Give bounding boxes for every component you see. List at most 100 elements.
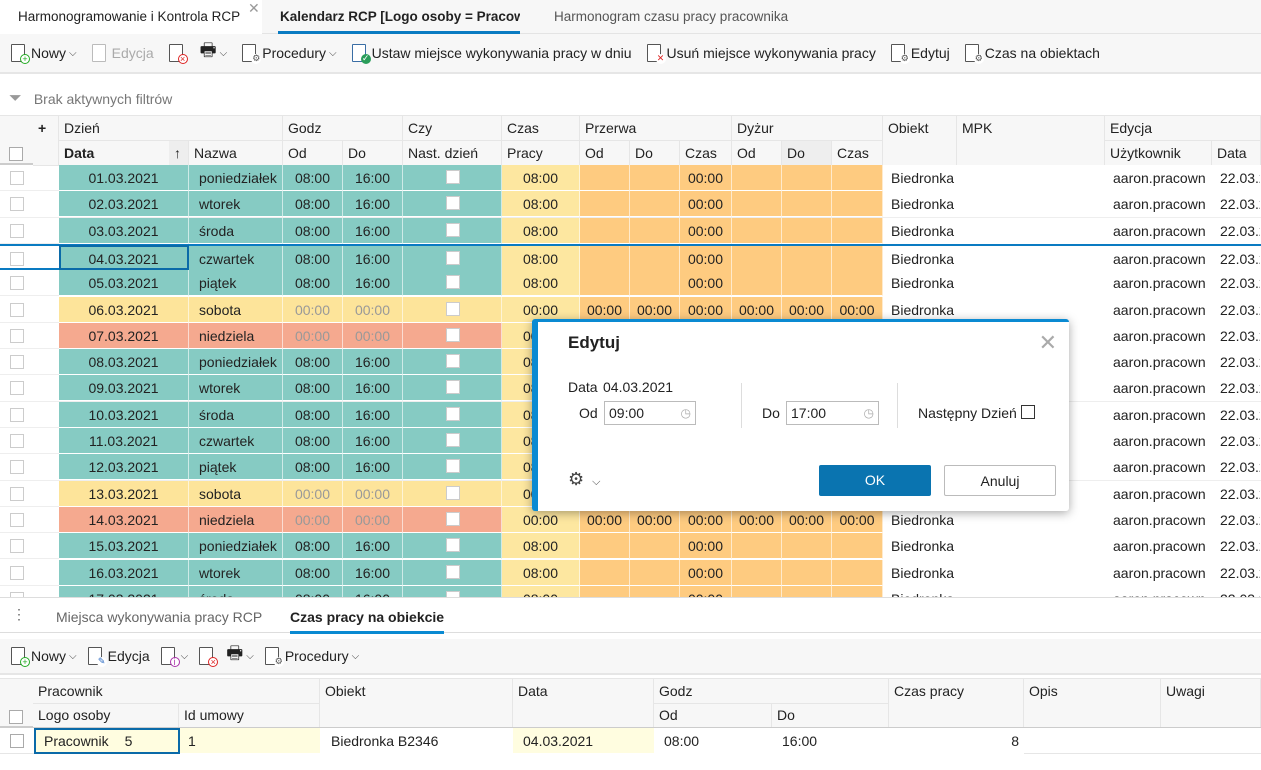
cell-od[interactable]: 00:00 <box>283 296 343 323</box>
cell-uzytkownik[interactable]: aaron.pracown <box>1105 245 1212 272</box>
cell-do[interactable]: 16:00 <box>343 349 403 376</box>
cell-nazwa[interactable]: środa <box>189 217 283 244</box>
next-day-checkbox[interactable] <box>446 170 460 184</box>
cell-uzytkownik[interactable]: aaron.pracown <box>1105 401 1212 428</box>
cell-mpk[interactable] <box>957 506 1105 533</box>
cell-od[interactable]: 08:00 <box>283 375 343 402</box>
cell-obiekt[interactable]: Biedronka <box>883 585 957 597</box>
cell-od[interactable]: 08:00 <box>283 454 343 481</box>
cell-od[interactable]: 00:00 <box>283 480 343 507</box>
tab-czas-pracy-na-obiekcie[interactable]: Czas pracy na obiekcie <box>290 609 445 634</box>
cell-czas-pracy[interactable]: 08:00 <box>502 270 580 297</box>
cell-od[interactable]: 08:00 <box>654 728 772 754</box>
cell-edycja-data[interactable]: 22.03.2 <box>1212 165 1261 191</box>
cell-nazwa[interactable]: czwartek <box>189 245 283 272</box>
cell-data[interactable]: 14.03.2021 <box>59 506 189 533</box>
cell-dyzur-do[interactable]: 00:00 <box>782 506 832 533</box>
table-row[interactable]: 14.03.2021 niedziela 00:00 00:00 00:00 00:00 0… <box>0 506 1261 534</box>
cell-edycja-data[interactable]: 22.03.2 <box>1212 270 1261 297</box>
cell-czas-pracy[interactable]: 08:00 <box>502 245 580 272</box>
cell-nast-dzien[interactable] <box>403 375 502 402</box>
cell-nazwa[interactable]: środa <box>189 401 283 428</box>
cell-data[interactable]: 08.03.2021 <box>59 349 189 376</box>
tab-kalendarz-rcp[interactable]: Kalendarz RCP [Logo osoby = Pracownik <box>278 0 520 34</box>
cell-przerwa-od[interactable] <box>580 165 630 191</box>
header-pracy[interactable]: Pracy <box>502 141 580 166</box>
cell-czas-pracy[interactable]: 08:00 <box>502 165 580 191</box>
cell-dyzur-od[interactable] <box>732 270 782 297</box>
cell-data[interactable]: 13.03.2021 <box>59 480 189 507</box>
cell-nast-dzien[interactable] <box>403 428 502 454</box>
cell-uzytkownik[interactable]: aaron.pracown <box>1105 191 1212 218</box>
cell-od[interactable]: 08:00 <box>283 217 343 244</box>
cell-nast-dzien[interactable] <box>403 165 502 191</box>
new-button[interactable]: + Nowy ⌵ <box>10 43 77 64</box>
next-day-checkbox[interactable] <box>446 538 460 553</box>
cell-nazwa[interactable]: poniedziałek <box>189 349 283 376</box>
cell-od[interactable]: 08:00 <box>283 349 343 376</box>
row-checkbox[interactable] <box>10 302 24 317</box>
cell-obiekt[interactable]: Biedronka <box>883 191 957 218</box>
remove-place-button[interactable]: ✕ Usuń miejsce wykonywania pracy <box>646 43 876 64</box>
cell-do[interactable]: 00:00 <box>343 322 403 349</box>
cell-dyzur-od[interactable] <box>732 245 782 272</box>
row-checkbox[interactable] <box>10 460 24 475</box>
cell-nazwa[interactable]: wtorek <box>189 375 283 402</box>
cell-data[interactable]: 09.03.2021 <box>59 375 189 402</box>
sort-ascending-icon[interactable]: ↑ <box>169 141 189 166</box>
add-column-button[interactable]: + <box>33 116 59 166</box>
cell-dyzur-do[interactable]: 00:00 <box>782 296 832 323</box>
cell-edycja-data[interactable]: 22.03.2 <box>1212 296 1261 323</box>
set-place-button[interactable]: ✓ Ustaw miejsce wykonywania pracy w dniu <box>351 43 632 64</box>
cell-przerwa-od[interactable] <box>580 191 630 218</box>
cell-nast-dzien[interactable] <box>403 506 502 533</box>
cell-przerwa-czas[interactable]: 00:00 <box>680 165 732 191</box>
cell-dyzur-czas[interactable] <box>832 191 883 218</box>
tab-harmonogram[interactable]: Harmonogram czasu pracy pracownika <box>554 0 794 34</box>
header-czas-pracy[interactable]: Czas pracy <box>889 679 1024 727</box>
cell-data[interactable]: 16.03.2021 <box>59 559 189 586</box>
cell-dyzur-od[interactable]: 00:00 <box>732 296 782 323</box>
row-checkbox[interactable] <box>10 486 24 501</box>
cell-do[interactable]: 16:00 <box>343 533 403 560</box>
cell-obiekt[interactable]: Biedronka <box>883 270 957 297</box>
cell-przerwa-do[interactable] <box>630 165 680 191</box>
cell-obiekt[interactable]: Biedronka <box>883 217 957 244</box>
cell-edycja-data[interactable]: 22.03.2 <box>1212 559 1261 586</box>
cell-przerwa-do[interactable]: 00:00 <box>630 296 680 323</box>
cell-obiekt[interactable]: Biedronka <box>883 296 957 323</box>
cell-od[interactable]: 08:00 <box>283 533 343 560</box>
row-checkbox[interactable] <box>10 381 24 396</box>
cell-nast-dzien[interactable] <box>403 454 502 481</box>
cell-dyzur-czas[interactable] <box>832 245 883 272</box>
chevron-down-icon[interactable]: ⌵ <box>180 650 189 662</box>
cell-nast-dzien[interactable] <box>403 296 502 323</box>
cell-mpk[interactable] <box>957 559 1105 586</box>
cell-nazwa[interactable]: niedziela <box>189 322 283 349</box>
cell-przerwa-czas[interactable]: 00:00 <box>680 296 732 323</box>
next-day-checkbox[interactable] <box>446 327 460 342</box>
header-mpk[interactable]: MPK <box>957 116 1105 166</box>
row-checkbox[interactable] <box>10 251 24 266</box>
table-row[interactable]: 02.03.2021 wtorek 08:00 16:00 08:00 00:00 Bied… <box>0 191 1261 218</box>
cell-nazwa[interactable]: czwartek <box>189 428 283 454</box>
cell-edycja-data[interactable]: 22.03.2 <box>1212 480 1261 507</box>
cancel-button[interactable]: Anuluj <box>944 465 1056 496</box>
bottom-info-button[interactable]: i ⌵ <box>160 646 189 667</box>
cell-uzytkownik[interactable]: aaron.pracown <box>1105 165 1212 191</box>
header-nast-dzien[interactable]: Nast. dzień <box>403 141 502 166</box>
row-checkbox[interactable] <box>10 328 24 343</box>
cell-mpk[interactable] <box>957 585 1105 597</box>
cell-uzytkownik[interactable]: aaron.pracown <box>1105 349 1212 376</box>
row-checkbox[interactable] <box>10 355 24 370</box>
row-checkbox[interactable] <box>10 512 24 527</box>
table-row[interactable]: 04.03.2021 czwartek 08:00 16:00 08:00 00:00 Bi… <box>0 243 1261 272</box>
table-row[interactable]: 05.03.2021 piątek 08:00 16:00 08:00 00:00 Bied… <box>0 270 1261 297</box>
cell-przerwa-czas[interactable]: 00:00 <box>680 559 732 586</box>
next-day-checkbox[interactable] <box>446 511 460 526</box>
procedures-button[interactable]: ⚙ Procedury ⌵ <box>241 43 337 64</box>
row-checkbox[interactable] <box>10 171 24 185</box>
header-do[interactable]: Do <box>772 704 889 727</box>
header-dyzur-od[interactable]: Od <box>732 141 782 166</box>
cell-do[interactable]: 16:00 <box>343 454 403 481</box>
